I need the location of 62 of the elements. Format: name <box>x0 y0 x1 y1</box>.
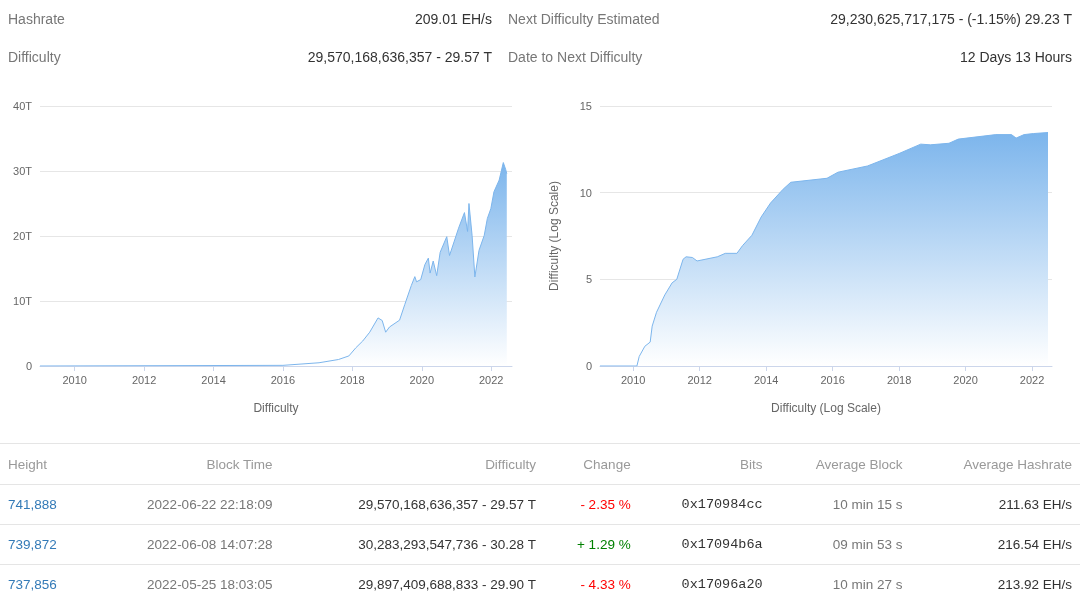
text: 2022-05-25 18:03:05 <box>88 564 281 599</box>
text: 29,897,409,688,833 - 29.90 T <box>280 564 544 599</box>
y-tick-label: 40T <box>13 100 33 112</box>
y-tick-label: 10 <box>579 186 592 199</box>
category-label: Change <box>543 443 639 485</box>
x-tick-label: 2020 <box>409 373 435 386</box>
category-label: Height <box>0 443 89 485</box>
y-tick-label: 20T <box>13 230 33 242</box>
y-tick-label: 0 <box>585 360 592 372</box>
x-tick-label: 2016 <box>270 373 296 386</box>
text: 29,570,168,636,357 - 29.57 T <box>280 484 544 525</box>
text: Difficulty <box>7 49 62 65</box>
category-label: Average Block <box>770 443 911 485</box>
text: 10 min 15 s <box>770 484 911 525</box>
text: 0x17094b6a <box>638 524 771 565</box>
category-label: Average Hashrate <box>910 443 1080 485</box>
x-tick-label: 2010 <box>620 373 646 386</box>
text: 09 min 53 s <box>770 524 911 565</box>
text: 216.54 EH/s <box>910 524 1080 565</box>
text: - 2.35 % <box>543 484 639 525</box>
text: 2022-06-22 22:18:09 <box>88 484 281 525</box>
text: Date to Next Difficulty <box>507 49 644 65</box>
x-tick-label: 2022 <box>478 373 504 386</box>
text: Next Difficulty Estimated <box>507 11 661 27</box>
text: 739,872 <box>0 524 89 565</box>
text: + 1.29 % <box>543 524 639 565</box>
text: 10 min 27 s <box>770 564 911 599</box>
category-label: Bits <box>638 443 771 485</box>
y-tick-label: 5 <box>585 273 592 286</box>
text: Hashrate <box>7 11 66 27</box>
text: 30,283,293,547,736 - 30.28 T <box>280 524 544 565</box>
text: 209.01 EH/s <box>413 11 493 27</box>
x-axis-title: Difficulty (Log Scale) <box>771 401 881 415</box>
x-tick-label: 2010 <box>62 373 87 386</box>
y-tick-label: 0 <box>25 360 32 372</box>
y-axis-title: Difficulty (Log Scale) <box>547 181 561 291</box>
text: - 4.33 % <box>543 564 639 599</box>
text: 0x170984cc <box>638 484 771 525</box>
text: 737,856 <box>0 564 89 599</box>
x-tick-label: 2014 <box>201 373 226 386</box>
x-tick-label: 2014 <box>753 373 779 386</box>
category-label: Block Time <box>88 443 281 485</box>
text: 213.92 EH/s <box>910 564 1080 599</box>
x-tick-label: 2018 <box>886 373 912 386</box>
x-tick-label: 2022 <box>1019 373 1045 386</box>
text: 12 Days 13 Hours <box>958 49 1073 65</box>
y-tick-label: 30T <box>13 165 33 177</box>
y-tick-label: 15 <box>579 100 592 112</box>
x-tick-label: 2012 <box>131 373 157 386</box>
text: 211.63 EH/s <box>910 484 1080 525</box>
text: 29,570,168,636,357 - 29.57 T <box>306 49 493 65</box>
x-tick-label: 2016 <box>820 373 845 386</box>
text: 741,888 <box>0 484 89 525</box>
x-tick-label: 2012 <box>687 373 712 386</box>
text: 29,230,625,717,175 - (-1.15%) 29.23 T <box>829 11 1073 27</box>
category-label: Difficulty <box>280 443 544 485</box>
text: 2022-06-08 14:07:28 <box>88 524 281 565</box>
y-tick-label: 10T <box>13 295 33 307</box>
x-axis-title: Difficulty <box>253 401 299 415</box>
text: 0x17096a20 <box>638 564 771 599</box>
x-tick-label: 2020 <box>953 373 978 386</box>
x-tick-label: 2018 <box>340 373 365 386</box>
